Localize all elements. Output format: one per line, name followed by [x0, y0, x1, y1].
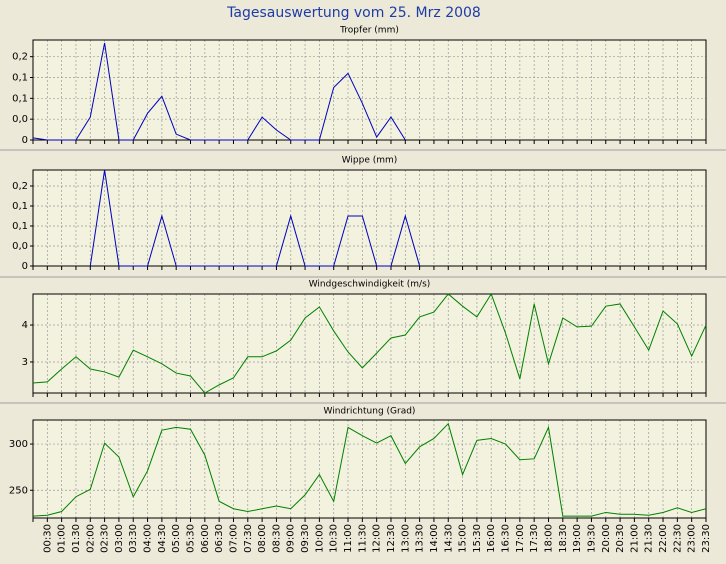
- plot-frame: [32, 169, 707, 267]
- x-tick-label: 15:30: [472, 524, 483, 553]
- x-tick-label: 23:30: [701, 524, 712, 553]
- data-line: [32, 42, 406, 141]
- x-tick-label: 11:30: [357, 524, 368, 553]
- panel-title: Windrichtung (Grad): [324, 407, 416, 417]
- x-tick-label: 20:00: [601, 524, 612, 553]
- plot-frame: [32, 39, 707, 141]
- x-tick-label: 12:00: [372, 524, 383, 553]
- x-tick-label: 14:30: [443, 524, 454, 553]
- x-tick-label: 01:30: [71, 524, 82, 553]
- y-tick-label: 4: [22, 320, 28, 331]
- chart-title: Tagesauswertung vom 25. Mrz 2008: [226, 5, 481, 21]
- x-tick-label: 13:00: [400, 524, 411, 553]
- x-tick-label: 19:30: [586, 524, 597, 553]
- x-tick-label: 05:30: [186, 524, 197, 553]
- x-tick-label: 11:00: [343, 524, 354, 553]
- x-tick-label: 08:30: [271, 524, 282, 553]
- x-tick-label: 14:00: [429, 524, 440, 553]
- x-tick-label: 10:00: [314, 524, 325, 553]
- x-tick-label: 06:00: [200, 524, 211, 553]
- x-tick-label: 17:00: [515, 524, 526, 553]
- x-tick-label: 21:00: [629, 524, 640, 553]
- x-tick-label: 20:30: [615, 524, 626, 553]
- x-tick-label: 05:00: [171, 524, 182, 553]
- y-tick-label: 250: [9, 485, 28, 496]
- plot-frame: [32, 419, 707, 519]
- x-tick-label: 02:00: [85, 524, 96, 553]
- x-tick-label: 16:00: [486, 524, 497, 553]
- x-tick-label: 17:30: [529, 524, 540, 553]
- panel-title: Wippe (mm): [342, 156, 398, 166]
- x-tick-label: 16:30: [501, 524, 512, 553]
- panel-title: Windgeschwindigkeit (m/s): [309, 280, 431, 290]
- x-tick-label: 22:00: [658, 524, 669, 553]
- x-tick-label: 12:30: [386, 524, 397, 553]
- y-tick-label: 0,2: [12, 52, 28, 63]
- x-tick-label: 09:30: [300, 524, 311, 553]
- y-tick-label: 0: [22, 135, 28, 146]
- plot-area: [33, 40, 706, 140]
- x-tick-label: 09:00: [286, 524, 297, 553]
- data-line: [32, 292, 707, 394]
- data-line: [89, 169, 421, 267]
- x-tick-label: 01:00: [57, 524, 68, 553]
- x-tick-label: 02:30: [100, 524, 111, 553]
- x-tick-label: 13:30: [415, 524, 426, 553]
- x-tick-label: 19:00: [572, 524, 583, 553]
- y-tick-label: 0,1: [12, 73, 28, 84]
- plot-area: [33, 420, 706, 518]
- x-tick-label: 06:30: [214, 524, 225, 553]
- y-tick-label: 300: [9, 439, 28, 450]
- y-tick-label: 0,2: [12, 181, 28, 192]
- x-tick-label: 04:30: [157, 524, 168, 553]
- x-tick-label: 04:00: [143, 524, 154, 553]
- x-tick-label: 10:30: [329, 524, 340, 553]
- x-tick-label: 03:00: [114, 524, 125, 553]
- x-tick-label: 18:00: [543, 524, 554, 553]
- x-tick-label: 23:00: [687, 524, 698, 553]
- x-tick-label: 22:30: [672, 524, 683, 553]
- plot-area: [33, 294, 706, 393]
- y-tick-label: 0,1: [12, 201, 28, 212]
- y-tick-label: 0,1: [12, 93, 28, 104]
- y-tick-label: 0,1: [12, 221, 28, 232]
- y-tick-label: 3: [22, 357, 28, 368]
- x-tick-label: 07:30: [243, 524, 254, 553]
- y-tick-label: 0,0: [12, 114, 28, 125]
- x-tick-label: 15:00: [458, 524, 469, 553]
- x-tick-label: 21:30: [644, 524, 655, 553]
- x-tick-label: 08:00: [257, 524, 268, 553]
- x-tick-label: 00:30: [42, 524, 53, 553]
- data-line: [32, 422, 707, 517]
- plot-frame: [32, 293, 707, 394]
- y-tick-label: 0,0: [12, 241, 28, 252]
- y-tick-label: 0: [22, 261, 28, 272]
- x-tick-label: 07:00: [228, 524, 239, 553]
- panel-title: Tropfer (mm): [339, 26, 399, 36]
- x-tick-label: 03:30: [128, 524, 139, 553]
- x-tick-label: 18:30: [558, 524, 569, 553]
- plot-area: [33, 170, 706, 266]
